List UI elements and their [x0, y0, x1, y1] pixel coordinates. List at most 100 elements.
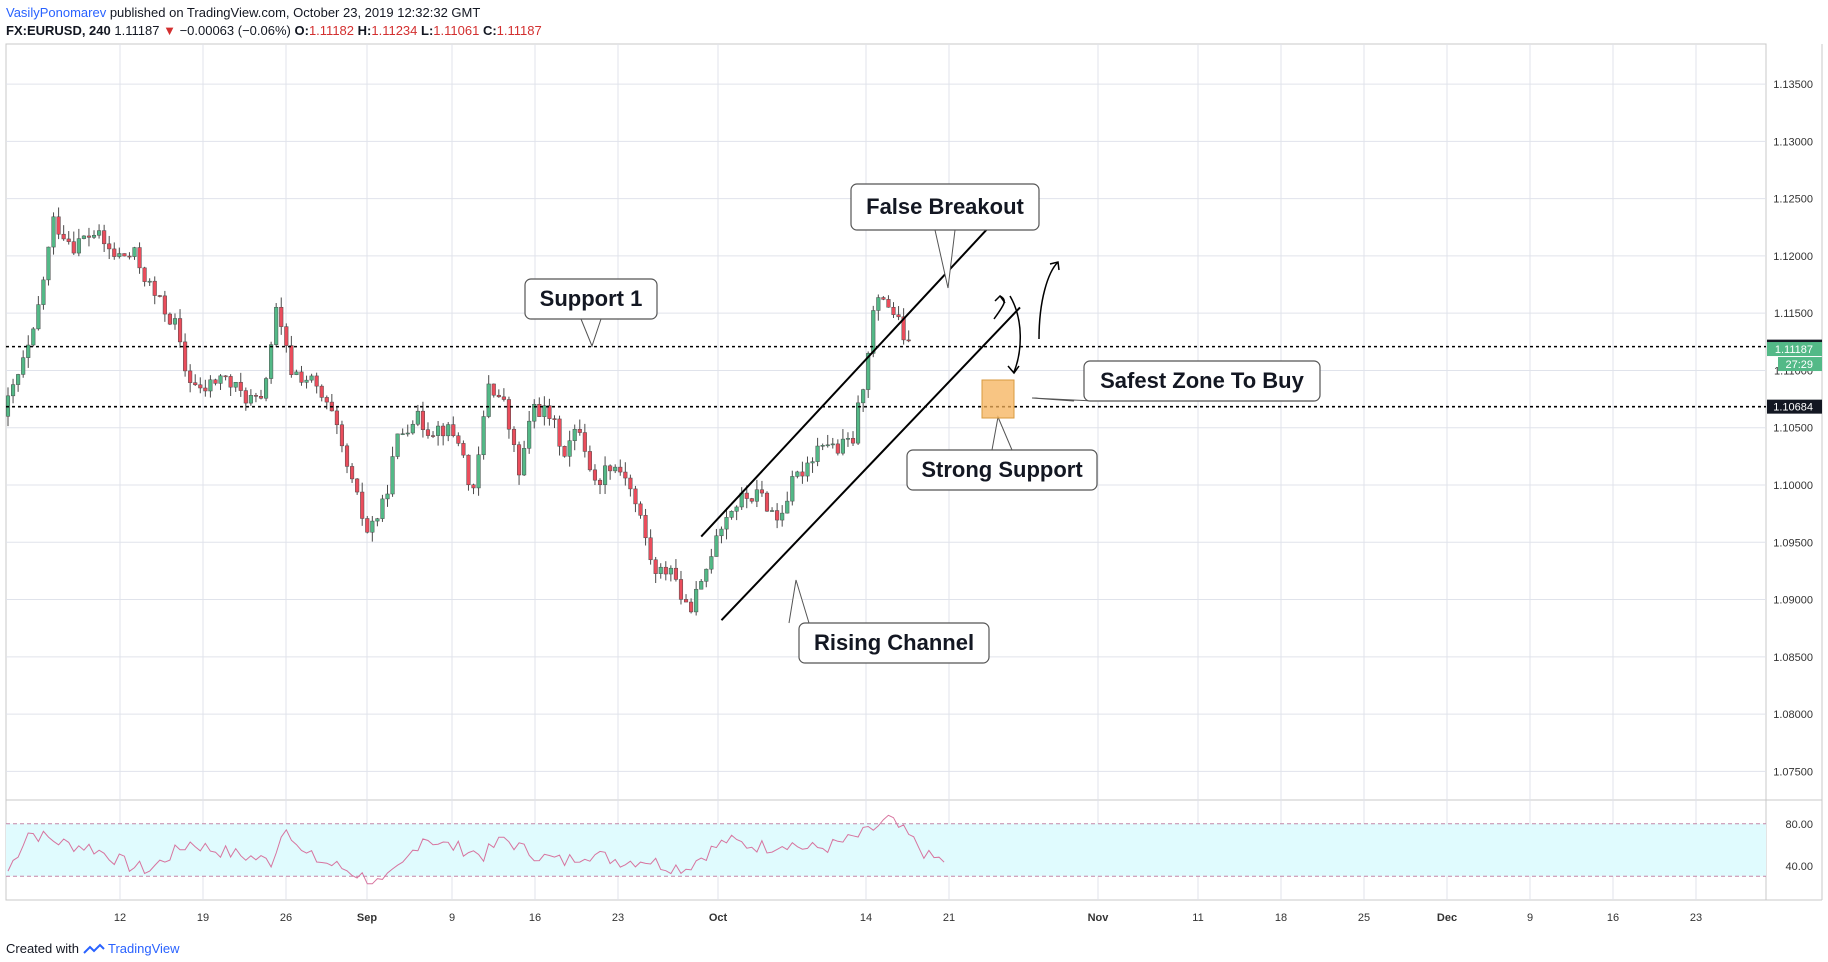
tradingview-logo[interactable]: TradingView — [83, 941, 180, 956]
callout[interactable]: False Breakout — [850, 183, 1040, 289]
candle-body — [704, 568, 709, 582]
candle-body — [157, 295, 162, 297]
candle — [709, 548, 714, 574]
channel-upper-line — [700, 209, 1006, 538]
candle-body — [11, 384, 16, 397]
candle — [61, 225, 66, 241]
time-tick-label: Dec — [1437, 912, 1457, 924]
candle-body — [41, 279, 46, 305]
time-tick-label: 11 — [1192, 912, 1203, 924]
callout-label: Rising Channel — [814, 630, 974, 655]
candle-body — [790, 476, 795, 502]
candle — [26, 335, 31, 368]
candle-body — [446, 424, 451, 437]
time-tick-label: 18 — [1275, 912, 1287, 924]
candle — [906, 330, 911, 343]
candle-body — [820, 445, 825, 447]
callout[interactable]: Support 1 — [524, 278, 658, 348]
price-tick-label: 1.11500 — [1774, 308, 1813, 320]
candle-body — [689, 601, 694, 613]
callout-pointer — [580, 318, 602, 348]
candle — [734, 505, 739, 521]
price-tick-label: 1.07500 — [1773, 766, 1813, 778]
candle-body — [714, 535, 719, 557]
candle — [446, 422, 451, 442]
candle-body — [284, 326, 289, 346]
candle-body — [770, 510, 775, 512]
candle-body — [537, 403, 542, 417]
candle — [678, 570, 684, 605]
candle — [441, 423, 446, 446]
price-tick-label: 1.10000 — [1773, 480, 1813, 492]
author-link[interactable]: VasilyPonomarev — [6, 5, 107, 20]
time-tick-label: 14 — [860, 912, 872, 924]
candle-body — [678, 579, 684, 600]
candle-body — [172, 318, 178, 325]
candle — [805, 456, 810, 482]
candle-body — [375, 518, 380, 522]
candle — [425, 422, 431, 439]
candle-body — [405, 432, 410, 435]
candle-body — [729, 510, 734, 518]
change-value: −0.00063 (−0.06%) — [179, 23, 291, 38]
candle — [633, 485, 638, 513]
channel-lower-line — [720, 306, 1021, 621]
candle-body — [886, 299, 891, 308]
candle-body — [46, 246, 51, 281]
candle-body — [522, 448, 527, 476]
candle-body — [117, 253, 122, 257]
candle-body — [754, 489, 759, 502]
candle — [587, 445, 592, 472]
candle — [203, 379, 208, 397]
countdown-tag — [1778, 357, 1822, 372]
candle-body — [780, 512, 785, 521]
time-axis[interactable]: 12 19 26 Sep 9 16 23 Oct 14 21 Nov 11 18 25 Dec 9 16 23 — [114, 912, 1702, 924]
candle-body — [360, 491, 365, 519]
candle — [501, 388, 506, 402]
candle-body — [203, 387, 208, 392]
candle — [97, 224, 102, 239]
publish-info: published on TradingView.com, October 23… — [109, 5, 481, 20]
chart-header: VasilyPonomarev published on TradingView… — [6, 4, 542, 40]
symbol-label[interactable]: FX:EURUSD, 240 — [6, 23, 111, 38]
candle — [658, 563, 663, 579]
candle-body — [76, 238, 81, 254]
candle-body — [643, 515, 648, 539]
callout[interactable]: Strong Support — [906, 415, 1098, 491]
candle-body — [663, 566, 668, 575]
candle-body — [309, 375, 314, 381]
candle — [11, 378, 16, 404]
candle — [648, 529, 653, 565]
candle-body — [481, 416, 486, 456]
candle — [400, 428, 405, 436]
candle — [724, 507, 729, 540]
callout-label: Support 1 — [540, 286, 643, 311]
candle — [567, 430, 572, 467]
rsi-line — [7, 814, 945, 885]
annotation-drawings[interactable]: False Breakout Support 1 Safest Zone To Bu… — [524, 183, 1321, 664]
callout-pointer — [788, 579, 810, 624]
callout[interactable]: Rising Channel — [788, 579, 990, 664]
price-axis[interactable]: 1.135001.130001.125001.120001.115001.110… — [1767, 79, 1822, 873]
callout-box — [850, 183, 1040, 231]
candle-body — [785, 500, 790, 514]
candle-body — [142, 267, 147, 282]
candle-body — [198, 384, 203, 389]
candle-body — [608, 465, 613, 472]
candle — [694, 581, 699, 616]
candle-body — [188, 370, 193, 383]
candle-body — [805, 462, 810, 477]
candle — [623, 462, 628, 486]
candle — [319, 384, 324, 402]
candle-body — [339, 424, 345, 447]
time-tick-label: Nov — [1088, 912, 1110, 924]
price-tick-label: 1.09500 — [1773, 537, 1813, 549]
candle — [729, 510, 734, 520]
candle-body — [258, 396, 264, 399]
footer: Created with TradingView — [6, 941, 180, 956]
candle — [825, 434, 830, 448]
price-levels[interactable] — [6, 345, 1766, 408]
rising-channel[interactable] — [700, 209, 1021, 621]
callout[interactable]: Safest Zone To Buy — [1031, 360, 1321, 402]
